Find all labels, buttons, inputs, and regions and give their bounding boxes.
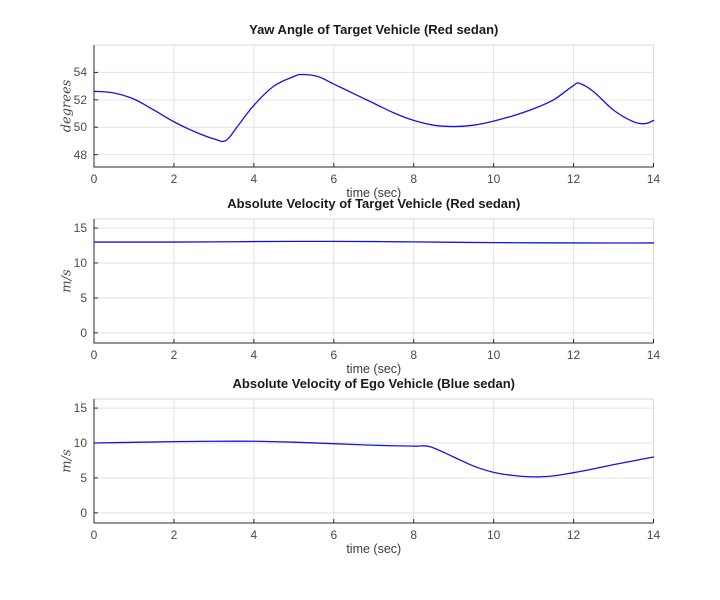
x-tick-label: 8 [410,172,418,186]
x-tick-label: 8 [410,348,418,362]
y-tick-label: 10 [73,256,87,270]
y-tick-label: 0 [80,505,87,520]
data-line-series [93,240,655,244]
subplot1-x-axis-label: time (sec) [346,186,402,200]
x-tick-label: 14 [646,348,661,362]
x-tick-label: 0 [90,528,98,542]
subplot2-y-axis-label: m/s [59,269,75,293]
data-line-series [93,440,655,478]
x-tick-label: 6 [330,528,338,542]
subplot3-y-axis-label: m/s [59,449,75,473]
x-tick-label: 12 [566,348,581,362]
x-tick-label: 2 [170,172,178,186]
subplot-2-plot-area [93,218,655,344]
x-tick-label: 6 [330,348,338,362]
data-line-series [93,73,655,143]
x-tick-label: 14 [646,172,661,186]
y-tick-label: 54 [73,65,87,80]
subplot2-x-axis-label: time (sec) [346,362,402,376]
y-tick-label: 15 [73,401,87,416]
x-tick-label: 14 [646,528,661,542]
subplot1-title: Yaw Angle of Target Vehicle (Red sedan) [249,22,499,37]
subplot3-title: Absolute Velocity of Ego Vehicle (Blue s… [232,376,515,391]
y-tick-label: 52 [73,92,87,107]
y-tick-label: 0 [80,325,87,340]
x-tick-label: 12 [566,528,581,542]
subplot-1-plot-area [93,44,655,168]
x-tick-label: 6 [330,172,338,186]
subplot-3-plot-area [93,398,655,524]
y-tick-label: 10 [73,436,87,450]
x-tick-label: 12 [566,172,581,186]
y-tick-label: 5 [80,290,87,305]
y-tick-label: 48 [73,147,87,162]
x-tick-label: 2 [170,348,178,362]
x-tick-label: 0 [90,348,98,362]
x-tick-label: 4 [250,172,258,186]
y-tick-label: 15 [73,221,87,236]
x-tick-label: 10 [486,528,501,542]
x-tick-label: 2 [170,528,178,542]
x-tick-label: 10 [486,172,501,186]
x-tick-label: 4 [250,348,258,362]
x-tick-label: 0 [90,172,98,186]
subplot2-title: Absolute Velocity of Target Vehicle (Red… [227,196,521,211]
subplot3-x-axis-label: time (sec) [346,542,402,556]
x-tick-label: 4 [250,528,258,542]
x-tick-label: 8 [410,528,418,542]
y-tick-label: 5 [80,470,87,485]
x-tick-label: 10 [486,348,501,362]
y-tick-label: 50 [73,120,87,135]
